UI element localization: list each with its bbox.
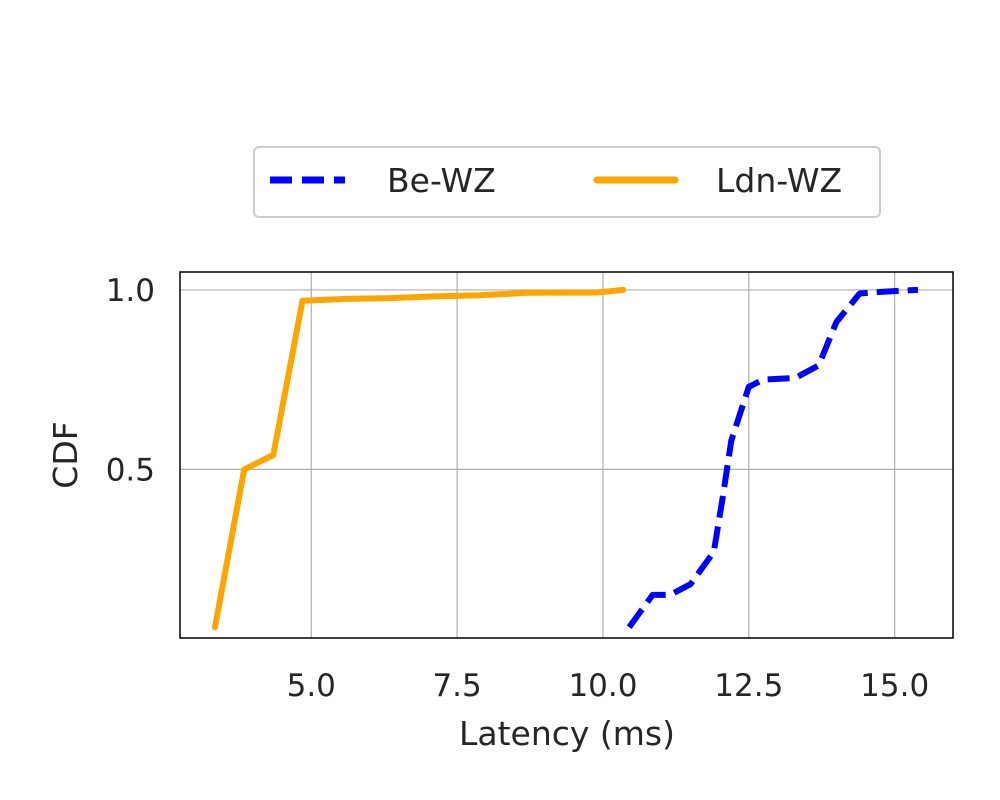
y-tick-label: 1.0 xyxy=(106,273,155,309)
series-line-be-wz xyxy=(626,286,919,629)
x-axis-label: Latency (ms) xyxy=(459,714,675,753)
x-tick-label: 7.5 xyxy=(432,668,481,704)
y-tick-label: 0.5 xyxy=(106,452,155,488)
plot-area: 5.0 7.5 10.0 12.5 15.0 0.5 1.0 xyxy=(106,271,954,704)
x-tick-label: 10.0 xyxy=(568,668,637,704)
legend-label-ldn-wz: Ldn-WZ xyxy=(716,161,842,200)
x-tick-label: 5.0 xyxy=(287,668,336,704)
axes-frame xyxy=(179,271,954,639)
series-line-ldn-wz xyxy=(212,286,627,631)
legend: Be-WZ Ldn-WZ xyxy=(253,146,881,218)
y-axis-label: CDF xyxy=(46,421,85,488)
legend-label-be-wz: Be-WZ xyxy=(387,161,496,200)
x-tick-label: 15.0 xyxy=(860,668,929,704)
x-tick-label: 12.5 xyxy=(714,668,783,704)
